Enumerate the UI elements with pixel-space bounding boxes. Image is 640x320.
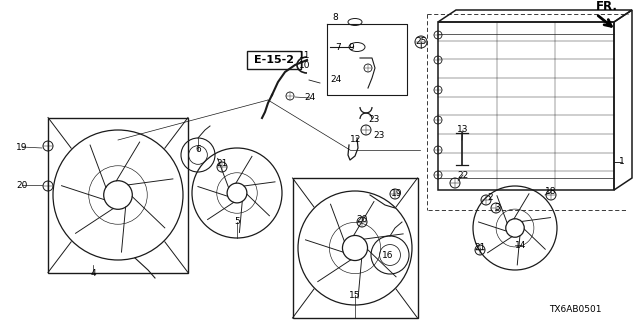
Text: 10: 10 bbox=[300, 60, 311, 69]
Text: 11: 11 bbox=[300, 51, 311, 60]
Text: 19: 19 bbox=[16, 142, 28, 151]
Text: 20: 20 bbox=[356, 215, 368, 225]
Text: 9: 9 bbox=[348, 43, 354, 52]
Text: 7: 7 bbox=[335, 43, 341, 52]
Text: 16: 16 bbox=[382, 251, 394, 260]
Text: 18: 18 bbox=[545, 188, 557, 196]
Text: 5: 5 bbox=[234, 218, 240, 227]
Text: 3: 3 bbox=[494, 203, 500, 212]
Text: TX6AB0501: TX6AB0501 bbox=[548, 306, 601, 315]
Text: E-15-2: E-15-2 bbox=[254, 55, 294, 65]
Text: 20: 20 bbox=[16, 180, 28, 189]
Text: 6: 6 bbox=[195, 146, 201, 155]
Text: 15: 15 bbox=[349, 291, 361, 300]
Text: 19: 19 bbox=[391, 189, 403, 198]
Text: 24: 24 bbox=[305, 93, 316, 102]
Text: 23: 23 bbox=[368, 116, 380, 124]
Text: 24: 24 bbox=[330, 76, 342, 84]
Text: 23: 23 bbox=[373, 131, 385, 140]
Text: 2: 2 bbox=[487, 194, 493, 203]
Text: 14: 14 bbox=[515, 241, 527, 250]
Text: 25: 25 bbox=[415, 37, 427, 46]
Text: 13: 13 bbox=[457, 125, 468, 134]
Text: 21: 21 bbox=[474, 244, 486, 252]
Text: 1: 1 bbox=[619, 157, 625, 166]
Text: FR.: FR. bbox=[596, 0, 618, 13]
Bar bbox=[292, 178, 417, 318]
Text: 4: 4 bbox=[90, 268, 96, 277]
Text: 12: 12 bbox=[350, 135, 362, 145]
Text: 8: 8 bbox=[332, 13, 338, 22]
Text: 21: 21 bbox=[216, 158, 228, 167]
Bar bbox=[48, 117, 188, 273]
Text: 22: 22 bbox=[458, 171, 468, 180]
